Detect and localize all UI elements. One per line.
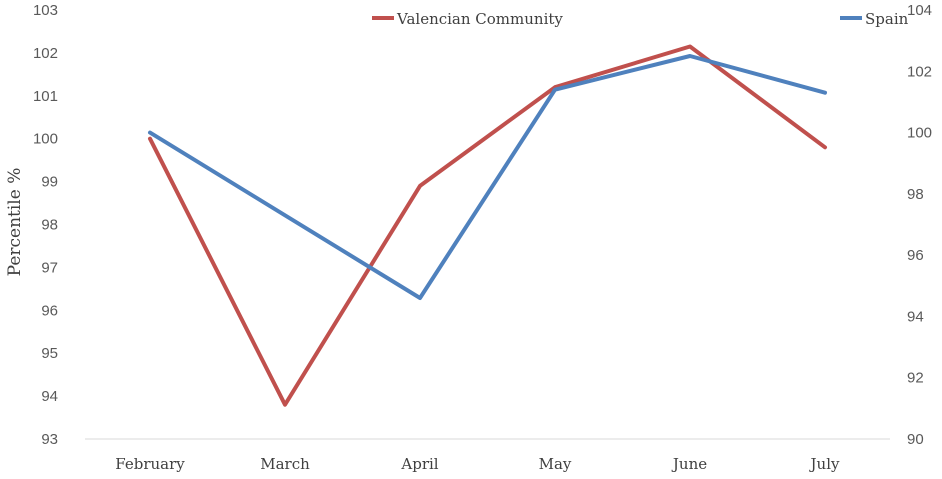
x-tick-label: July <box>809 455 840 473</box>
series-line-spain <box>148 54 827 300</box>
x-tick-label: May <box>539 455 572 473</box>
left-y-tick-label: 103 <box>33 2 58 19</box>
left-y-tick-label: 97 <box>41 259 58 276</box>
legend-label-spain: Spain <box>865 10 909 28</box>
series-line-valencian-community <box>148 44 827 407</box>
right-y-tick-label: 102 <box>907 63 932 80</box>
x-axis-tick-labels: February March April May June July <box>115 455 840 473</box>
right-y-tick-label: 90 <box>907 431 924 448</box>
x-tick-label: March <box>260 455 310 473</box>
x-tick-label: February <box>115 455 185 473</box>
x-tick-label: April <box>400 455 438 473</box>
left-y-axis: 93 94 95 96 97 98 99 100 101 102 103 <box>33 2 58 448</box>
right-y-tick-label: 96 <box>907 247 924 264</box>
legend: Valencian Community Spain <box>372 10 909 28</box>
left-y-tick-label: 94 <box>41 388 58 405</box>
series-lines <box>148 44 827 407</box>
x-tick-label: June <box>671 455 707 473</box>
y-axis-label: Percentile % <box>5 168 25 277</box>
left-y-tick-label: 98 <box>41 217 58 234</box>
right-y-tick-label: 100 <box>907 125 932 142</box>
left-y-tick-label: 99 <box>41 174 58 191</box>
left-y-tick-label: 93 <box>41 431 58 448</box>
left-y-tick-label: 95 <box>41 345 58 362</box>
left-y-tick-label: 101 <box>33 88 58 105</box>
left-y-tick-label: 102 <box>33 45 58 62</box>
right-y-tick-label: 92 <box>907 370 924 387</box>
left-y-tick-label: 100 <box>33 131 58 148</box>
left-y-tick-label: 96 <box>41 302 58 319</box>
legend-label-valencian-community: Valencian Community <box>396 10 563 28</box>
right-y-tick-label: 98 <box>907 186 924 203</box>
right-y-axis: 90 92 94 96 98 100 102 104 <box>907 2 932 448</box>
right-y-tick-label: 94 <box>907 308 924 325</box>
right-y-tick-label: 104 <box>907 2 932 19</box>
